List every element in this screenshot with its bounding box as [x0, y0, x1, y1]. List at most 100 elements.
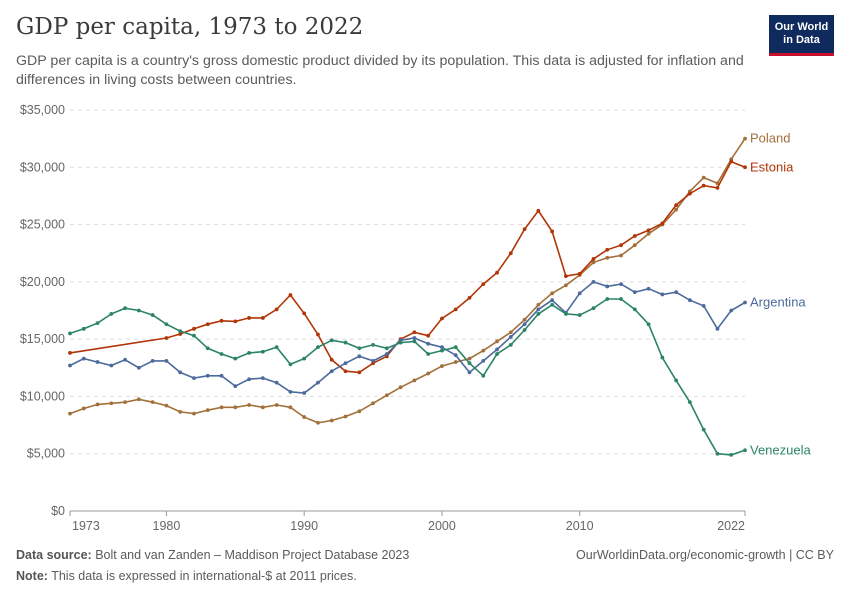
data-point-poland[interactable] — [440, 364, 444, 368]
data-point-argentina[interactable] — [660, 292, 665, 297]
series-line-poland[interactable] — [69, 138, 746, 424]
data-point-estonia[interactable] — [495, 270, 499, 275]
data-point-estonia[interactable] — [646, 228, 651, 233]
data-point-venezuela[interactable] — [591, 306, 596, 311]
data-point-venezuela[interactable] — [288, 362, 293, 367]
data-point-poland[interactable] — [619, 253, 623, 258]
data-point-poland[interactable] — [398, 385, 403, 390]
data-point-venezuela[interactable] — [577, 313, 582, 317]
owid-logo[interactable]: Our World in Data — [769, 15, 834, 56]
data-point-poland[interactable] — [384, 393, 389, 398]
data-point-estonia[interactable] — [467, 295, 472, 300]
data-point-poland[interactable] — [426, 371, 431, 376]
data-point-estonia[interactable] — [632, 234, 637, 238]
data-point-venezuela[interactable] — [247, 350, 251, 355]
data-point-venezuela[interactable] — [687, 400, 692, 405]
data-point-estonia[interactable] — [329, 357, 334, 362]
source-text[interactable]: Bolt and van Zanden – Maddison Project D… — [95, 548, 410, 562]
series-label-poland[interactable]: Poland — [750, 131, 790, 146]
data-point-venezuela[interactable] — [453, 345, 458, 350]
data-point-argentina[interactable] — [343, 361, 348, 366]
data-point-poland[interactable] — [646, 231, 651, 236]
data-point-poland[interactable] — [357, 409, 362, 414]
data-point-poland[interactable] — [508, 330, 513, 335]
data-point-argentina[interactable] — [150, 359, 155, 363]
data-point-poland[interactable] — [150, 400, 155, 405]
data-point-poland[interactable] — [495, 339, 499, 344]
data-point-poland[interactable] — [522, 317, 527, 322]
data-point-argentina[interactable] — [453, 353, 458, 358]
data-point-venezuela[interactable] — [522, 328, 527, 332]
data-point-argentina[interactable] — [123, 357, 128, 362]
data-point-argentina[interactable] — [81, 356, 86, 361]
data-point-argentina[interactable] — [164, 359, 169, 363]
data-point-argentina[interactable] — [95, 360, 100, 364]
data-point-venezuela[interactable] — [219, 352, 224, 356]
data-point-venezuela[interactable] — [357, 346, 362, 351]
data-point-poland[interactable] — [68, 411, 72, 416]
data-point-argentina[interactable] — [302, 391, 307, 395]
data-point-venezuela[interactable] — [495, 352, 499, 356]
data-point-venezuela[interactable] — [109, 312, 114, 316]
data-point-argentina[interactable] — [205, 373, 210, 378]
data-point-argentina[interactable] — [371, 359, 375, 363]
series-line-venezuela[interactable] — [69, 298, 746, 456]
data-point-estonia[interactable] — [247, 316, 251, 320]
data-point-poland[interactable] — [247, 403, 251, 407]
data-point-poland[interactable] — [136, 397, 141, 402]
data-point-argentina[interactable] — [260, 376, 265, 380]
data-point-poland[interactable] — [564, 283, 568, 288]
data-point-argentina[interactable] — [412, 336, 417, 340]
data-point-estonia[interactable] — [357, 370, 362, 375]
data-point-estonia[interactable] — [302, 311, 307, 316]
data-point-venezuela[interactable] — [467, 361, 472, 366]
credit-link[interactable]: OurWorldinData.org/economic-growth | CC … — [576, 548, 834, 562]
data-point-argentina[interactable] — [701, 304, 706, 308]
data-point-venezuela[interactable] — [343, 340, 348, 345]
data-point-argentina[interactable] — [522, 322, 527, 327]
data-point-estonia[interactable] — [219, 318, 224, 323]
data-point-estonia[interactable] — [743, 165, 747, 170]
data-point-estonia[interactable] — [536, 208, 541, 213]
data-point-estonia[interactable] — [729, 159, 734, 164]
data-point-venezuela[interactable] — [178, 329, 183, 334]
data-point-poland[interactable] — [109, 401, 114, 406]
data-point-venezuela[interactable] — [426, 352, 431, 356]
data-point-argentina[interactable] — [715, 326, 720, 331]
data-point-venezuela[interactable] — [371, 342, 375, 347]
data-point-argentina[interactable] — [178, 370, 183, 375]
data-point-venezuela[interactable] — [660, 355, 665, 360]
data-point-argentina[interactable] — [136, 365, 141, 370]
data-point-venezuela[interactable] — [274, 345, 279, 350]
data-point-argentina[interactable] — [495, 347, 499, 352]
data-point-venezuela[interactable] — [123, 306, 128, 311]
data-point-venezuela[interactable] — [398, 340, 403, 345]
data-point-poland[interactable] — [274, 403, 279, 407]
data-point-poland[interactable] — [81, 406, 86, 411]
data-point-argentina[interactable] — [577, 291, 582, 296]
data-point-argentina[interactable] — [329, 369, 334, 374]
data-point-venezuela[interactable] — [164, 322, 169, 327]
data-point-venezuela[interactable] — [329, 338, 334, 343]
data-point-poland[interactable] — [260, 405, 265, 410]
data-point-venezuela[interactable] — [384, 346, 389, 351]
data-point-poland[interactable] — [481, 348, 486, 353]
data-point-venezuela[interactable] — [150, 313, 155, 317]
data-point-poland[interactable] — [95, 402, 100, 407]
data-point-poland[interactable] — [288, 405, 293, 410]
data-point-estonia[interactable] — [233, 319, 238, 324]
data-point-poland[interactable] — [605, 255, 610, 260]
data-point-argentina[interactable] — [674, 290, 679, 295]
data-point-venezuela[interactable] — [508, 342, 513, 347]
data-point-venezuela[interactable] — [536, 312, 541, 316]
data-point-poland[interactable] — [743, 136, 747, 141]
data-point-venezuela[interactable] — [743, 448, 747, 453]
data-point-argentina[interactable] — [68, 363, 72, 368]
data-point-estonia[interactable] — [426, 333, 431, 338]
data-point-estonia[interactable] — [205, 322, 210, 327]
data-point-argentina[interactable] — [247, 377, 251, 382]
data-point-poland[interactable] — [219, 405, 224, 410]
data-point-estonia[interactable] — [715, 186, 720, 190]
data-point-argentina[interactable] — [605, 284, 610, 289]
data-point-venezuela[interactable] — [412, 339, 417, 344]
